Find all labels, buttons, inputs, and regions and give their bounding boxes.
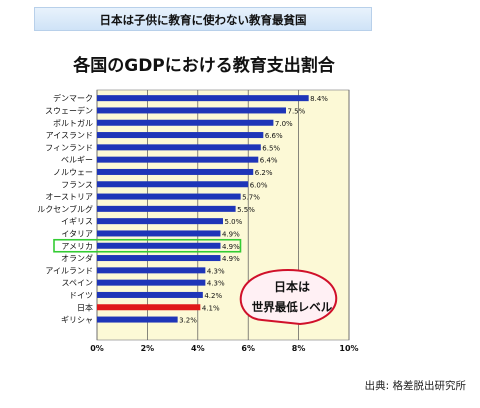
bar — [97, 95, 309, 102]
highlight-box — [53, 238, 242, 253]
bar — [97, 168, 254, 175]
bars — [97, 95, 309, 323]
x-tick-label: 6% — [241, 344, 255, 353]
bar — [97, 279, 206, 286]
value-label: 3.2% — [179, 317, 197, 325]
category-label: フランス — [61, 180, 93, 189]
value-label: 7.0% — [275, 120, 293, 128]
bar — [97, 218, 223, 225]
value-label: 4.9% — [222, 230, 240, 238]
category-label: オーストリア — [45, 193, 93, 202]
header-banner: 日本は子供に教育に使わない教育最貧国 — [34, 7, 372, 31]
category-label: アメリカ — [61, 242, 93, 251]
category-label: 日本 — [77, 302, 93, 312]
value-label: 8.4% — [310, 95, 328, 103]
x-tick-label: 0% — [90, 344, 104, 353]
callout-line2: 世界最低レベル — [252, 300, 333, 314]
value-label: 7.5% — [288, 107, 306, 115]
callout-bubble: 日本は 世界最低レベル — [239, 268, 338, 326]
callout-line1: 日本は — [274, 279, 310, 294]
category-label: デンマーク — [53, 93, 93, 103]
category-label: ドイツ — [69, 291, 93, 300]
category-labels: デンマークスウェーデンポルトガルアイスランドフィンランドベルギーノルウェーフラン… — [37, 93, 93, 324]
bar — [97, 242, 221, 249]
bar — [97, 107, 286, 114]
category-label: イタリア — [61, 229, 93, 238]
value-label: 6.6% — [265, 132, 283, 140]
value-label: 4.3% — [207, 280, 225, 288]
category-label: ノルウェー — [53, 168, 93, 177]
category-label: スウェーデン — [45, 105, 93, 115]
value-label: 4.1% — [202, 304, 220, 312]
x-tick-label: 10% — [339, 344, 358, 353]
category-label: スペイン — [62, 279, 93, 288]
value-label: 4.2% — [204, 292, 222, 300]
bar — [97, 144, 261, 151]
value-label: 6.2% — [255, 169, 273, 177]
category-label: イギリス — [61, 217, 93, 226]
x-tick-label: 4% — [191, 344, 205, 353]
bar — [97, 291, 203, 298]
category-label: アイスランド — [46, 131, 93, 140]
bar — [97, 156, 259, 163]
x-tick-label: 2% — [141, 344, 155, 353]
value-labels: 8.4% 7.5% 7.0% 6.6% 6.5% 6.4% 6.2% 6.0% 5.7% 5.5%… — [179, 95, 328, 324]
value-label: 4.9% — [222, 255, 240, 263]
bar — [97, 119, 274, 126]
grid-lines — [96, 90, 350, 340]
value-label: 6.0% — [250, 181, 268, 189]
value-label: 5.7% — [242, 194, 260, 202]
category-label: ベルギー — [61, 156, 93, 165]
bar — [97, 230, 221, 237]
x-tick-labels: 0% 2% 4% 6% 8% 10% — [90, 344, 358, 353]
highlight-box-rect — [53, 238, 242, 253]
bar — [97, 205, 236, 212]
category-label: ギリシャ — [61, 316, 93, 325]
category-label: ルクセンブルグ — [37, 204, 93, 214]
bar — [97, 193, 241, 200]
source-credit: 出典: 格差脱出研究所 — [364, 380, 466, 392]
banner-text: 日本は子供に教育に使わない教育最貧国 — [99, 13, 307, 27]
bar — [97, 181, 249, 188]
category-label: フィンランド — [45, 143, 93, 152]
category-label: オランダ — [61, 253, 93, 263]
value-label: 4.9% — [222, 243, 240, 251]
bar — [97, 132, 264, 139]
x-tick-label: 8% — [292, 344, 306, 353]
value-label: 4.3% — [207, 267, 225, 275]
category-label: ポルトガル — [53, 118, 93, 128]
value-label: 6.5% — [262, 144, 280, 152]
value-label: 6.4% — [260, 157, 278, 165]
chart-title: 各国のGDPにおける教育支出割合 — [72, 55, 336, 76]
bar — [97, 316, 178, 323]
value-label: 5.0% — [225, 218, 243, 226]
value-label: 5.5% — [237, 206, 255, 214]
bar — [97, 255, 221, 262]
bar — [97, 267, 206, 274]
callout-shape — [239, 268, 338, 326]
bar-japan — [97, 304, 201, 311]
category-label: アイルランド — [45, 266, 93, 275]
